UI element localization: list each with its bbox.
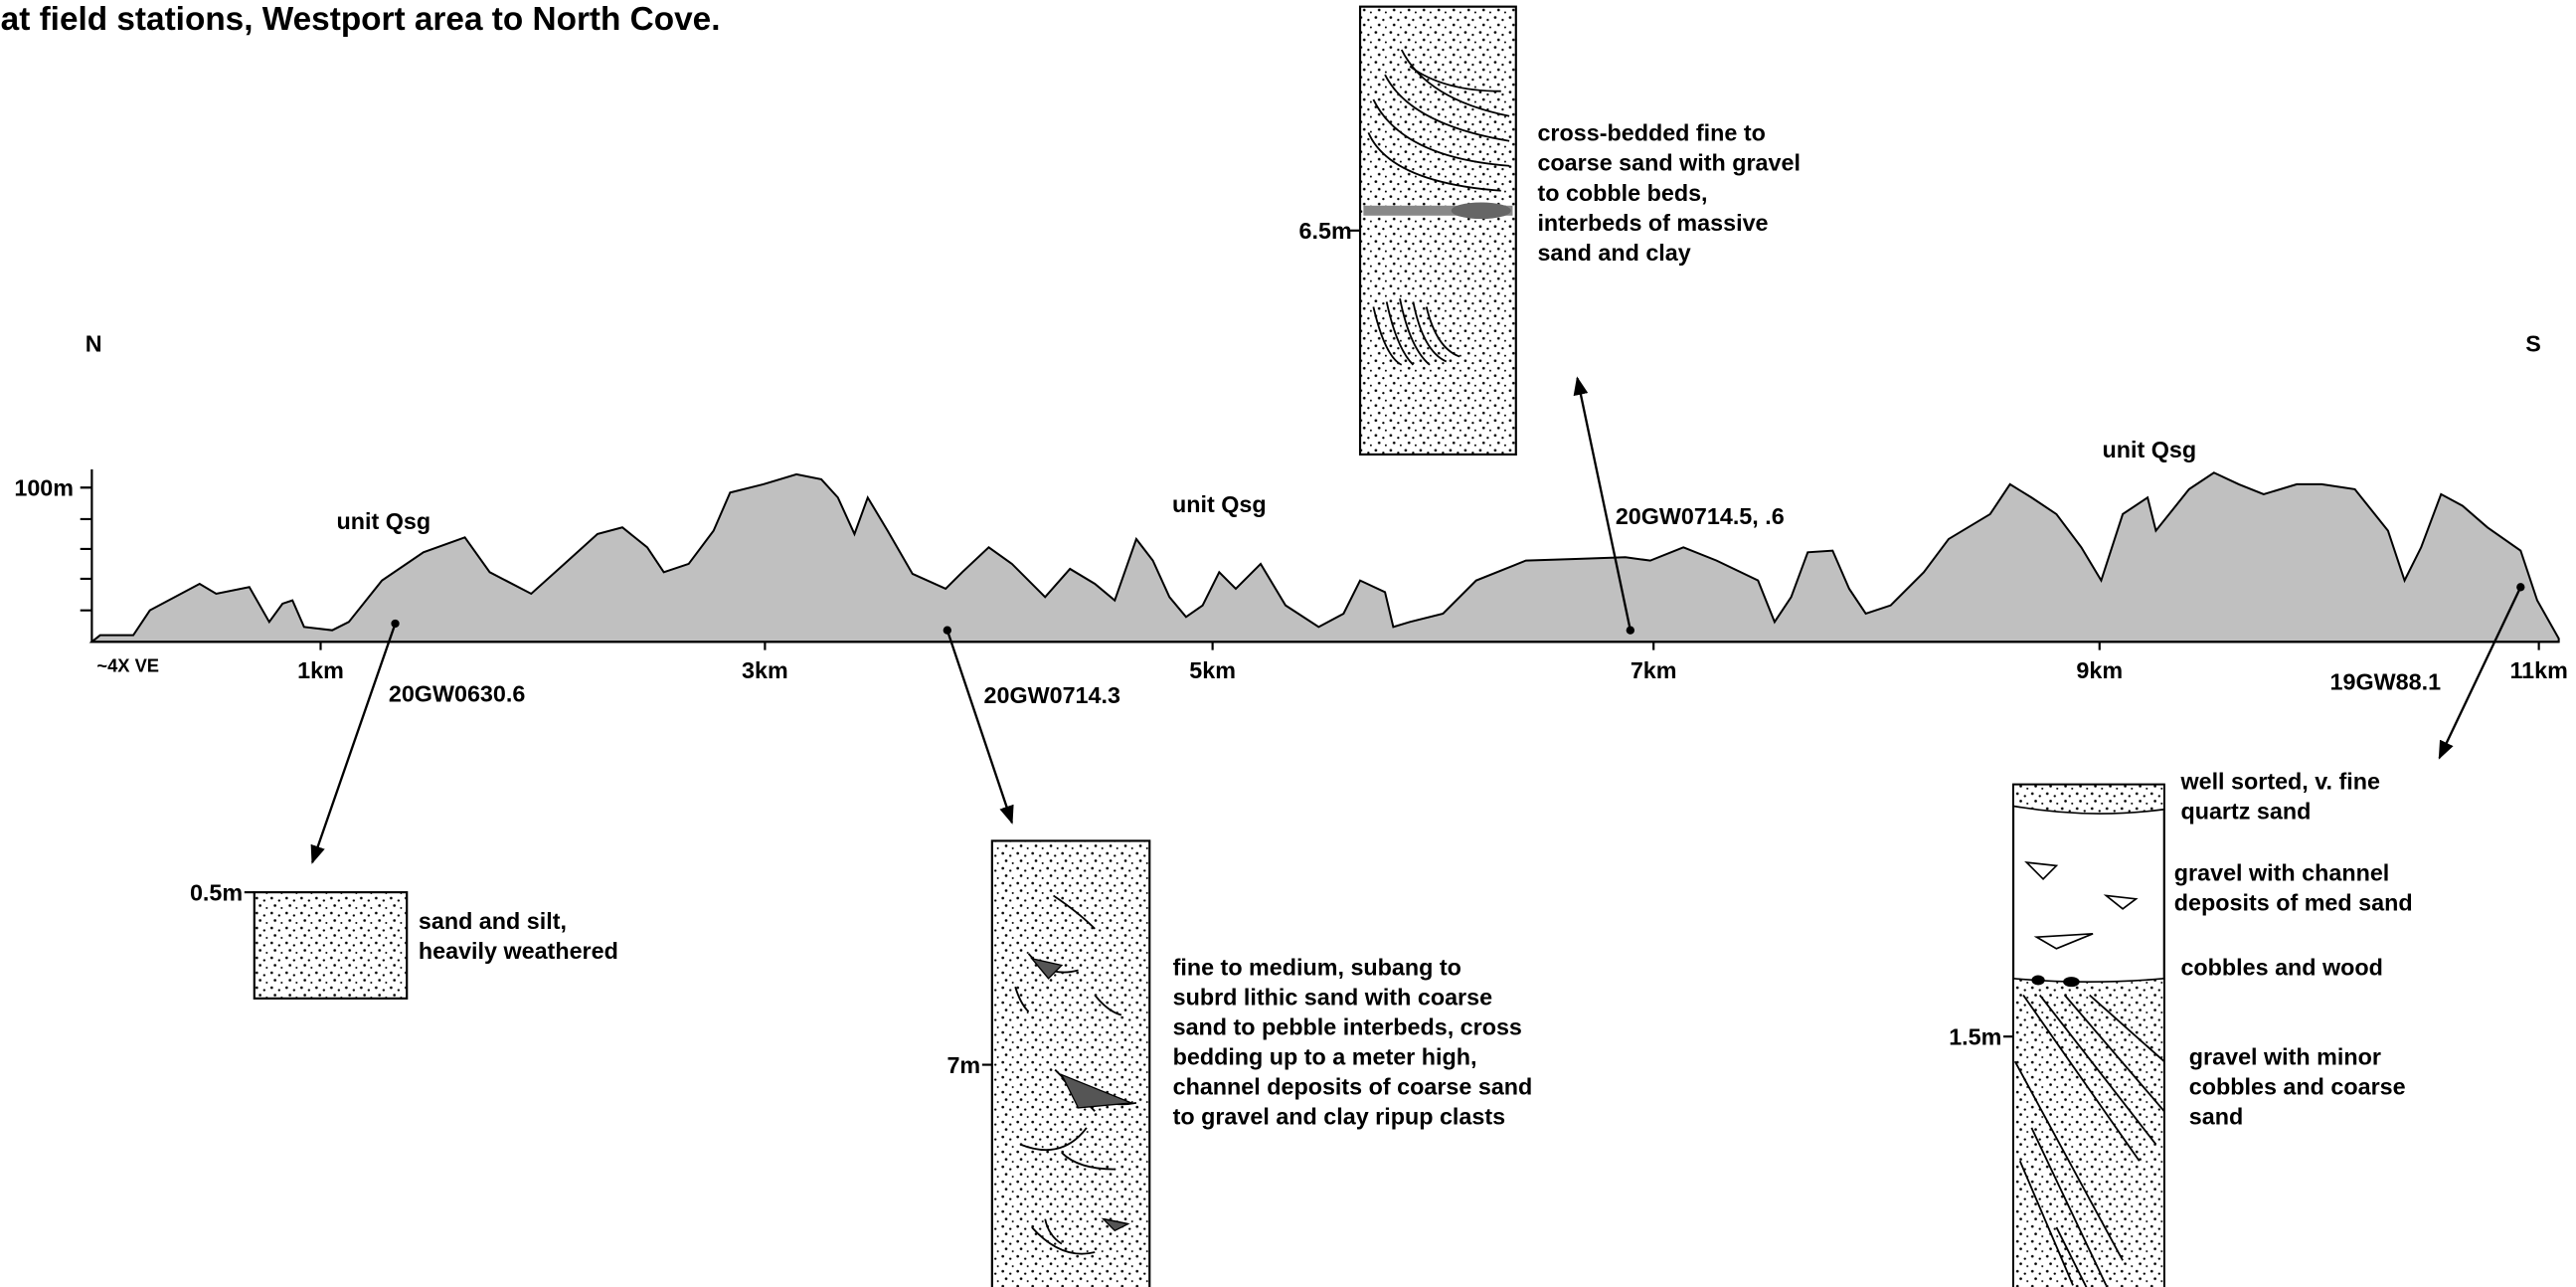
north-label: N	[86, 331, 102, 357]
distance-label: 1km	[297, 657, 344, 683]
layer-description: gravel with channel	[2174, 859, 2390, 885]
layer-description: gravel with minor	[2189, 1044, 2381, 1070]
station-id: 20GW0714.3	[984, 682, 1120, 708]
column-thickness: 6.5m	[1299, 218, 1352, 244]
layer-description: cobbles and wood	[2180, 955, 2382, 981]
column-description: coarse sand with gravel	[1537, 150, 1801, 176]
column-description: heavily weathered	[419, 938, 618, 964]
diagram: at field stations, Westport area to Nort…	[0, 0, 2576, 1287]
column-description: subrd lithic sand with coarse	[1173, 985, 1493, 1011]
strat-column	[2013, 785, 2164, 1287]
distance-label: 5km	[1189, 657, 1236, 683]
column-description: channel deposits of coarse sand	[1173, 1074, 1533, 1100]
south-label: S	[2525, 331, 2541, 357]
column-description: bedding up to a meter high,	[1173, 1044, 1477, 1070]
column-description: to cobble beds,	[1537, 180, 1707, 206]
layer-description: deposits of med sand	[2174, 889, 2413, 915]
column-thickness: 7m	[946, 1052, 980, 1078]
distance-label: 3km	[742, 657, 788, 683]
distance-label: 7km	[1631, 657, 1677, 683]
distance-label: 11km	[2509, 657, 2567, 683]
column-thickness: 1.5m	[1949, 1024, 2001, 1050]
column-description: cross-bedded fine to	[1537, 120, 1765, 146]
column-description: interbeds of massive	[1537, 210, 1768, 236]
column-description: sand to pebble interbeds, cross	[1173, 1014, 1522, 1040]
station-id: 20GW0630.6	[389, 680, 525, 706]
column-description: fine to medium, subang to	[1173, 955, 1461, 981]
column-description: sand and silt,	[419, 908, 567, 934]
unit-label: unit Qsg	[2102, 437, 2196, 462]
title: at field stations, Westport area to Nort…	[1, 1, 721, 38]
unit-label: unit Qsg	[1172, 491, 1267, 517]
column-description: sand and clay	[1537, 240, 1690, 266]
layer-description: cobbles and coarse	[2189, 1074, 2406, 1100]
column-description: to gravel and clay ripup clasts	[1173, 1104, 1506, 1130]
topographic-profile	[91, 472, 2558, 642]
station-id: 19GW88.1	[2330, 669, 2442, 695]
station-id: 20GW0714.5, .6	[1616, 503, 1785, 529]
layer-description: sand	[2189, 1104, 2243, 1130]
column-thickness: 0.5m	[190, 879, 243, 905]
strat-column	[255, 892, 407, 999]
unit-label: unit Qsg	[337, 508, 431, 534]
strat-column	[1360, 7, 1516, 455]
layer-description: well sorted, v. fine	[2179, 769, 2380, 795]
elevation-label: 100m	[14, 475, 74, 501]
exaggeration-label: ~4X VE	[96, 654, 159, 675]
distance-label: 9km	[2076, 657, 2123, 683]
layer-description: quartz sand	[2180, 799, 2311, 825]
